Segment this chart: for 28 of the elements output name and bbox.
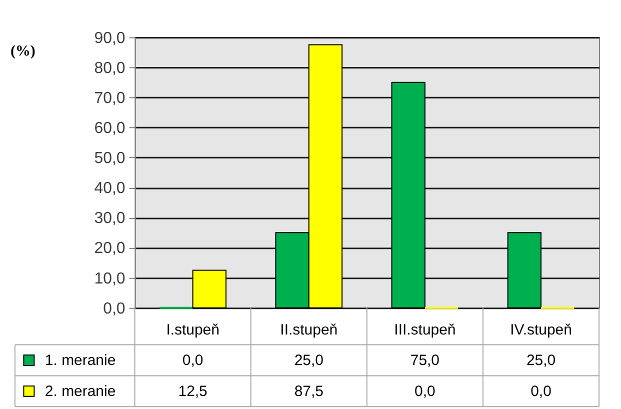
legend-label: 2. meranie [44, 383, 116, 400]
bar [192, 270, 226, 308]
y-tick-label: 30,0 [94, 210, 126, 228]
data-label: 25,0 [526, 352, 556, 370]
y-tick-label: 60,0 [94, 120, 126, 137]
data-label: 12,5 [178, 383, 208, 400]
data-label: 0,0 [182, 352, 204, 370]
y-tick-label: 40,0 [94, 180, 126, 198]
y-axis-title: (%) [10, 44, 36, 60]
data-label: 75,0 [410, 352, 440, 370]
bar [391, 82, 426, 308]
y-tick-label: 80,0 [94, 60, 126, 77]
y-tick-label: 50,0 [94, 150, 126, 168]
data-label: 0,0 [530, 383, 552, 400]
data-label: 25,0 [294, 352, 324, 370]
x-tick-label: I.stupeň [166, 321, 220, 338]
x-tick-label: III.stupeň [394, 321, 456, 338]
bar [507, 232, 542, 308]
legend-label: 1. meranie [44, 352, 116, 370]
y-tick-label: 20,0 [94, 240, 126, 258]
y-tick-label: 70,0 [94, 90, 126, 107]
y-tick-label: 10,0 [94, 270, 126, 288]
y-tick-label: 90,0 [94, 30, 126, 47]
x-tick-label: II.stupeň [280, 321, 338, 338]
x-tick-label: IV.stupeň [510, 321, 572, 338]
y-tick-label: 0,0 [103, 300, 126, 318]
data-label: 87,5 [294, 383, 324, 400]
data-label: 0,0 [414, 383, 436, 400]
